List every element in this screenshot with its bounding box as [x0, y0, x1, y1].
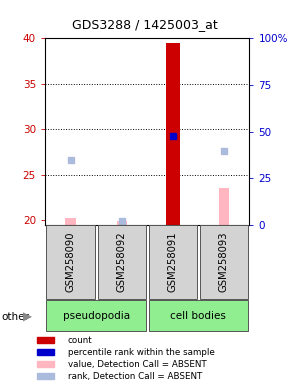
Text: percentile rank within the sample: percentile rank within the sample: [68, 348, 214, 357]
Bar: [166, 43, 180, 225]
Bar: [149, 225, 197, 299]
Bar: [66, 218, 75, 225]
Bar: [46, 225, 95, 299]
Text: GSM258091: GSM258091: [168, 232, 178, 292]
Bar: [98, 225, 146, 299]
Text: cell bodies: cell bodies: [170, 311, 226, 321]
Bar: [149, 301, 248, 331]
Text: pseudopodia: pseudopodia: [63, 311, 130, 321]
Text: ▶: ▶: [23, 310, 32, 323]
Text: GSM258090: GSM258090: [66, 232, 75, 292]
Bar: [219, 188, 229, 225]
Bar: [37, 361, 54, 367]
Text: rank, Detection Call = ABSENT: rank, Detection Call = ABSENT: [68, 372, 202, 381]
Text: GSM258093: GSM258093: [219, 232, 229, 292]
Text: count: count: [68, 336, 92, 344]
Bar: [37, 349, 54, 355]
Text: GDS3288 / 1425003_at: GDS3288 / 1425003_at: [72, 18, 218, 31]
Bar: [37, 337, 54, 343]
Text: other: other: [1, 312, 29, 322]
Text: value, Detection Call = ABSENT: value, Detection Call = ABSENT: [68, 359, 206, 369]
Text: GSM258092: GSM258092: [117, 232, 127, 292]
Bar: [117, 222, 127, 225]
Bar: [200, 225, 248, 299]
Bar: [37, 373, 54, 379]
Bar: [46, 301, 146, 331]
